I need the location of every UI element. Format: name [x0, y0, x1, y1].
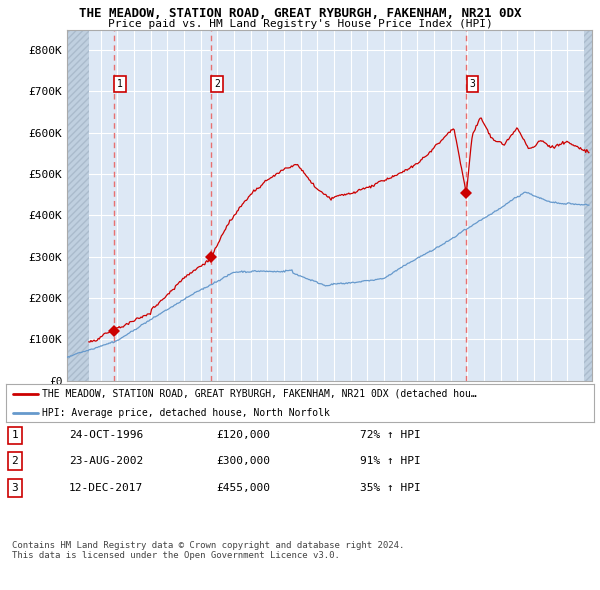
Text: £455,000: £455,000	[216, 483, 270, 493]
Text: Contains HM Land Registry data © Crown copyright and database right 2024.: Contains HM Land Registry data © Crown c…	[12, 541, 404, 550]
Text: £300,000: £300,000	[216, 457, 270, 466]
Bar	[67, 30, 89, 381]
Text: THE MEADOW, STATION ROAD, GREAT RYBURGH, FAKENHAM, NR21 0DX (detached hou…: THE MEADOW, STATION ROAD, GREAT RYBURGH,…	[43, 389, 477, 399]
Text: 23-AUG-2002: 23-AUG-2002	[69, 457, 143, 466]
Text: 12-DEC-2017: 12-DEC-2017	[69, 483, 143, 493]
Text: THE MEADOW, STATION ROAD, GREAT RYBURGH, FAKENHAM, NR21 0DX: THE MEADOW, STATION ROAD, GREAT RYBURGH,…	[79, 7, 521, 20]
Text: 3: 3	[11, 483, 19, 493]
Text: £120,000: £120,000	[216, 431, 270, 440]
Bar	[584, 30, 592, 381]
Text: 35% ↑ HPI: 35% ↑ HPI	[360, 483, 421, 493]
Text: 91% ↑ HPI: 91% ↑ HPI	[360, 457, 421, 466]
Text: This data is licensed under the Open Government Licence v3.0.: This data is licensed under the Open Gov…	[12, 552, 340, 560]
Text: 2: 2	[214, 79, 220, 89]
Text: 72% ↑ HPI: 72% ↑ HPI	[360, 431, 421, 440]
Text: HPI: Average price, detached house, North Norfolk: HPI: Average price, detached house, Nort…	[43, 408, 331, 418]
Text: 1: 1	[11, 431, 19, 440]
Text: Price paid vs. HM Land Registry's House Price Index (HPI): Price paid vs. HM Land Registry's House …	[107, 19, 493, 29]
Text: 2: 2	[11, 457, 19, 466]
Text: 3: 3	[469, 79, 475, 89]
Text: 1: 1	[117, 79, 123, 89]
Text: 24-OCT-1996: 24-OCT-1996	[69, 431, 143, 440]
